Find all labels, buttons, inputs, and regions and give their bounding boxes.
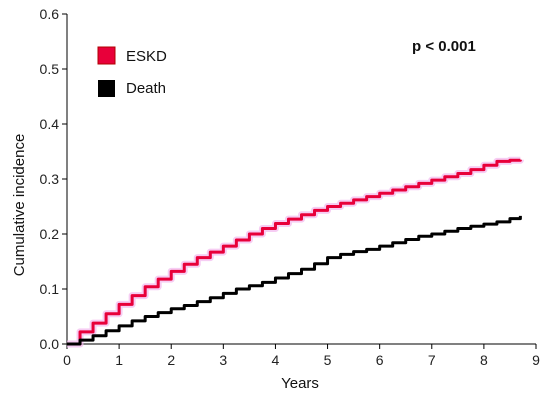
x-tick-label: 8 bbox=[480, 352, 488, 368]
x-tick-label: 2 bbox=[167, 352, 175, 368]
series-layer bbox=[67, 156, 524, 348]
legend-label-death: Death bbox=[126, 80, 166, 97]
series-line-eskd bbox=[67, 158, 522, 346]
y-tick-label: 0.1 bbox=[40, 281, 60, 297]
series-band-eskd bbox=[67, 156, 524, 348]
x-tick-label: 1 bbox=[115, 352, 123, 368]
y-tick-label: 0.6 bbox=[40, 6, 60, 22]
legend-swatch-death bbox=[98, 80, 115, 97]
legend: ESKD Death bbox=[97, 46, 167, 97]
x-axis-title: Years bbox=[281, 375, 319, 392]
y-tick-label: 0.5 bbox=[40, 61, 60, 77]
x-tick-label: 9 bbox=[532, 352, 540, 368]
y-tick-label: 0.2 bbox=[40, 226, 60, 242]
p-value-annotation: p < 0.001 bbox=[412, 38, 476, 55]
x-tick-label: 6 bbox=[376, 352, 384, 368]
y-axis: 0.0 0.1 0.2 0.3 0.4 0.5 0.6 bbox=[40, 6, 68, 352]
y-tick-label: 0.3 bbox=[40, 171, 60, 187]
x-tick-label: 0 bbox=[63, 352, 71, 368]
legend-swatch-eskd bbox=[97, 46, 116, 65]
x-tick-label: 5 bbox=[324, 352, 332, 368]
x-tick-label: 7 bbox=[428, 352, 436, 368]
series-line-death bbox=[67, 215, 522, 346]
x-tick-label: 3 bbox=[219, 352, 227, 368]
y-axis-title: Cumulative incidence bbox=[11, 134, 28, 277]
x-axis: 0 1 2 3 4 5 6 7 8 9 bbox=[63, 343, 540, 368]
legend-label-eskd: ESKD bbox=[126, 48, 167, 65]
x-tick-label: 4 bbox=[272, 352, 280, 368]
y-tick-label: 0.0 bbox=[40, 336, 60, 352]
y-tick-label: 0.4 bbox=[40, 116, 60, 132]
